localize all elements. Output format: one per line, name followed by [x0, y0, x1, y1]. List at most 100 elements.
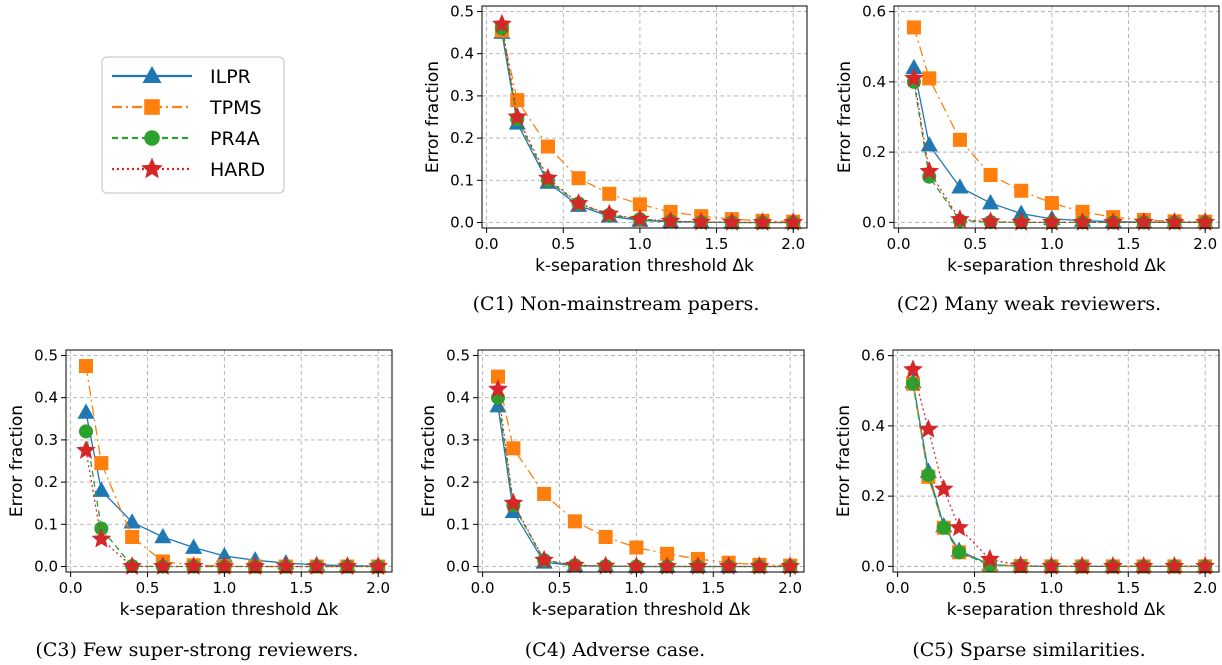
chart-caption: (C3) Few super-strong reviewers. — [35, 639, 358, 661]
series-line — [502, 28, 793, 222]
data-point — [951, 178, 968, 193]
series-line — [502, 33, 793, 223]
y-tick-label: 0.5 — [34, 346, 58, 364]
y-axis-label: Error fraction — [835, 61, 855, 173]
series-line — [914, 78, 1205, 222]
series-hard — [488, 379, 800, 575]
chart-caption: (C4) Adverse case. — [525, 639, 705, 661]
x-tick-label: 1.5 — [1117, 235, 1141, 253]
x-axis-label: k-separation threshold Δk — [120, 600, 339, 620]
x-axis-label: k-separation threshold Δk — [947, 256, 1166, 276]
data-point — [92, 529, 112, 548]
x-tick-label: 1.0 — [1039, 579, 1063, 597]
legend-label: TPMS — [209, 97, 262, 119]
x-tick-label: 0.0 — [59, 579, 83, 597]
legend-marker — [144, 99, 160, 115]
data-point — [629, 541, 643, 555]
y-tick-label: 0.4 — [446, 389, 470, 407]
x-tick-label: 1.5 — [1116, 579, 1140, 597]
data-point — [984, 168, 998, 182]
x-tick-label: 1.0 — [628, 235, 652, 253]
series-ilpr — [493, 24, 801, 229]
series-hard — [903, 359, 1215, 574]
y-tick-label: 0.3 — [450, 87, 474, 105]
legend-label: ILPR — [210, 66, 251, 88]
chart-panel-3: 0.0 0.5 1.0 1.5 2.00.00.10.20.30.40.5k-separ… — [7, 346, 392, 661]
y-tick-label: 0.0 — [862, 213, 886, 231]
series-line — [498, 389, 790, 566]
chart-panel-1: 0.0 0.5 1.0 1.5 2.00.00.10.20.30.40.5k-separ… — [423, 2, 807, 315]
data-point — [185, 539, 202, 554]
x-tick-label: 0.5 — [963, 579, 987, 597]
y-tick-label: 0.3 — [34, 431, 58, 449]
legend-marker — [144, 130, 160, 146]
series-tpms — [906, 377, 1212, 574]
series-hard — [904, 68, 1215, 231]
data-point — [1045, 196, 1059, 210]
x-tick-label: 2.0 — [1193, 235, 1217, 253]
y-axis-label: Error fraction — [419, 405, 439, 517]
series-ilpr — [904, 373, 1213, 573]
data-point — [952, 545, 966, 559]
x-tick-label: 2.0 — [366, 579, 390, 597]
y-tick-label: 0.3 — [446, 431, 470, 449]
plot-frame — [894, 6, 1219, 228]
x-tick-label: 1.5 — [701, 579, 725, 597]
y-tick-label: 0.0 — [450, 214, 474, 232]
y-tick-label: 0.2 — [446, 473, 470, 491]
y-axis-label: Error fraction — [834, 405, 854, 517]
series-line — [498, 377, 790, 566]
y-axis-label: Error fraction — [423, 61, 443, 173]
data-point — [599, 530, 613, 544]
data-point — [154, 528, 171, 543]
legend: ILPRTPMSPR4AHARD — [102, 57, 284, 193]
series-line — [913, 384, 1205, 567]
chart-caption: (C1) Non-mainstream papers. — [473, 293, 760, 315]
x-tick-label: 0.0 — [471, 579, 495, 597]
data-point — [568, 514, 582, 528]
x-tick-label: 0.5 — [551, 235, 575, 253]
x-tick-label: 0.5 — [136, 579, 160, 597]
series-line — [86, 450, 378, 566]
y-tick-label: 0.0 — [446, 558, 470, 576]
x-tick-label: 0.0 — [886, 579, 910, 597]
data-point — [125, 530, 139, 544]
chart-panel-4: 0.0 0.5 1.0 1.5 2.0 0.0 0.1 0.2 0.3 0.4 0.5 k-separ… — [419, 346, 804, 661]
y-tick-label: 0.4 — [34, 389, 58, 407]
series-tpms — [907, 20, 1212, 228]
x-tick-label: 0.0 — [887, 235, 911, 253]
chart-caption: (C2) Many weak reviewers. — [897, 293, 1161, 315]
chart-panel-2: 0.0 0.5 1.0 1.5 2.00.00.20.40.6k-separation … — [835, 3, 1219, 315]
x-tick-label: 1.0 — [212, 579, 236, 597]
legend-label: HARD — [210, 159, 265, 181]
y-tick-label: 0.5 — [446, 346, 470, 364]
data-point — [76, 440, 96, 459]
data-point — [922, 71, 936, 85]
y-tick-label: 0.2 — [450, 129, 474, 147]
series-tpms — [495, 23, 800, 228]
series-line — [913, 384, 1205, 567]
y-tick-label: 0.1 — [34, 515, 58, 533]
data-point — [907, 20, 921, 34]
data-point — [602, 187, 616, 201]
chart-panel-5: 0.0 0.5 1.0 1.5 2.00.00.20.40.6k-separation … — [834, 347, 1219, 661]
series-line — [86, 431, 378, 566]
data-point — [1014, 184, 1028, 198]
data-point — [537, 487, 551, 501]
x-axis-label: k-separation threshold Δk — [535, 256, 754, 276]
data-point — [506, 441, 520, 455]
data-point — [541, 140, 555, 154]
y-tick-label: 0.2 — [861, 487, 885, 505]
y-tick-label: 0.6 — [861, 347, 885, 365]
x-tick-label: 1.0 — [624, 579, 648, 597]
series-hard — [492, 14, 803, 231]
y-tick-label: 0.5 — [450, 2, 474, 20]
data-point — [79, 359, 93, 373]
x-tick-label: 1.5 — [705, 235, 729, 253]
data-point — [921, 468, 935, 482]
x-axis-label: k-separation threshold Δk — [947, 600, 1166, 620]
series-ilpr — [77, 403, 386, 572]
x-tick-label: 2.0 — [781, 235, 805, 253]
y-tick-label: 0.4 — [862, 73, 886, 91]
series-tpms — [79, 359, 385, 574]
